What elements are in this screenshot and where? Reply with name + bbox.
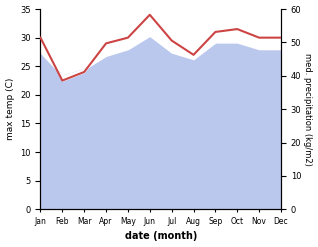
X-axis label: date (month): date (month) [125,231,197,242]
Y-axis label: med. precipitation (kg/m2): med. precipitation (kg/m2) [303,53,313,165]
Y-axis label: max temp (C): max temp (C) [5,78,15,140]
